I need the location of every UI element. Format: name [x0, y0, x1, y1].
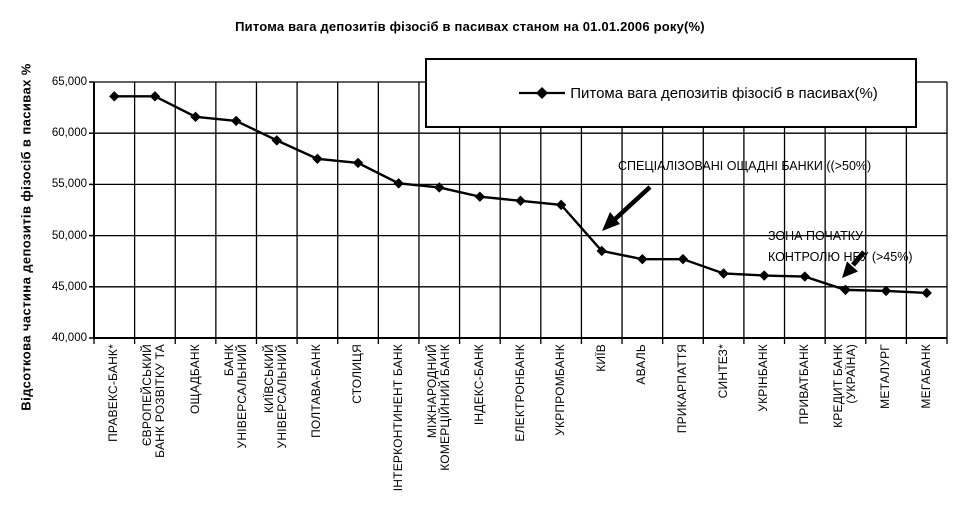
- annotation-arrow-nbu-control: [851, 250, 866, 267]
- data-point-marker: [677, 253, 689, 265]
- x-axis-label: ЄВРОПЕЙСЬКИЙ БАНК РОЗВІТКУ ТА: [140, 344, 168, 458]
- data-point-marker: [921, 287, 932, 299]
- annotation-arrow-specialized-banks: [611, 185, 652, 223]
- y-axis-tick-label: 40,000: [51, 332, 87, 344]
- x-axis-label: ОЩАДБАНК: [187, 344, 202, 414]
- x-axis-label: ПРИВАТБАНК: [796, 344, 811, 425]
- x-axis-label: КРЕДИТ БАНК (УКРАЇНА): [830, 344, 858, 428]
- data-point-marker: [312, 153, 323, 164]
- data-point-marker: [434, 182, 445, 193]
- data-point-marker: [474, 191, 486, 202]
- annotation-arrow-nbu-control-head: [842, 261, 858, 278]
- x-axis-label: СТОЛИЦЯ: [350, 344, 365, 404]
- data-point-marker: [109, 91, 120, 102]
- x-axis-label: СИНТЕЗ*: [715, 344, 730, 399]
- x-axis-label: КИЇВСЬКИЙ УНІВЕРСАЛЬНИЙ: [262, 344, 290, 449]
- y-axis-tick-label: 55,000: [51, 178, 87, 191]
- y-axis-tick-label: 45,000: [51, 280, 87, 293]
- x-axis-label: АВАЛЬ: [634, 344, 649, 385]
- data-point-marker: [271, 135, 282, 146]
- data-point-marker: [190, 111, 201, 123]
- data-point-marker: [515, 195, 526, 206]
- data-point-marker: [393, 178, 404, 189]
- data-point-marker: [149, 91, 161, 102]
- legend-series-marker-icon: [519, 87, 566, 99]
- y-axis-tick-label: 65,000: [51, 76, 87, 88]
- x-axis-label: МІЖНАРОДНИЙ КОМЕРЦІЙНИЙ БАНК: [424, 344, 452, 471]
- x-axis-label: ПРИКАРПАТТЯ: [674, 344, 689, 434]
- x-axis-label: КИЇВ: [593, 344, 608, 372]
- x-axis-label: УКРІНБАНК: [756, 344, 771, 412]
- x-axis-label: МЕГАБАНК: [918, 344, 933, 409]
- annotation-arrow-specialized-banks-head: [602, 212, 620, 231]
- x-axis-label: ПОЛТАВА-БАНК: [309, 344, 324, 438]
- x-axis-label: ЕЛЕКТРОНБАНК: [512, 344, 527, 442]
- data-point-marker: [799, 271, 811, 282]
- x-axis-label: ІНТЕРКОНТИНЕНТ БАНК: [390, 344, 405, 492]
- y-axis-tick-label: 50,000: [51, 229, 87, 242]
- annotation-nbu-control-zone: ЗОНА ПОЧАТКУ КОНТРОЛЮ НБУ (>45%): [768, 229, 913, 264]
- legend-label: Питома вага депозитів фізосіб в пасивах(…: [570, 84, 878, 102]
- legend: Питома вага депозитів фізосіб в пасивах(…: [425, 58, 917, 128]
- data-point-marker: [555, 199, 567, 211]
- x-axis-label: БАНК УНІВЕРСАЛЬНИЙ: [221, 344, 249, 449]
- data-point-marker: [230, 115, 242, 127]
- data-point-marker: [840, 284, 851, 296]
- data-point-marker: [596, 245, 607, 257]
- data-point-marker: [352, 157, 364, 169]
- y-axis-tick-label: 60,000: [51, 127, 87, 140]
- data-point-marker: [759, 270, 770, 281]
- chart-title: Питома вага депозитів фізосіб в пасивах …: [235, 19, 705, 34]
- data-point-marker: [637, 253, 648, 265]
- annotation-specialized-savings-banks: СПЕЦІАЛІЗОВАНІ ОЩАДНІ БАНКИ ((>50%): [618, 159, 872, 173]
- data-point-marker: [718, 268, 729, 279]
- data-point-marker: [880, 285, 892, 297]
- x-axis-label: ІНДЕКС-БАНК: [471, 344, 486, 426]
- x-axis-label: ПРАВЕКС-БАНК*: [106, 344, 121, 442]
- x-axis-label: УКРПРОМБАНК: [553, 344, 568, 436]
- x-axis-label: МЕТАЛУРГ: [878, 344, 893, 409]
